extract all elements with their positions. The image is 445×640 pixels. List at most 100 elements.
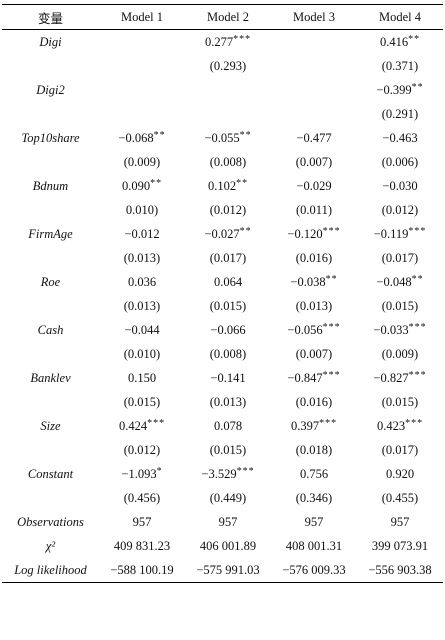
cell: (0.346): [295, 490, 333, 505]
row-label: Bdnum: [32, 178, 69, 193]
column-header: Model 4: [378, 9, 421, 24]
coefficient: −0.055: [204, 130, 240, 145]
significance: **: [239, 225, 252, 237]
cell: (0.010): [123, 346, 161, 361]
cell: (0.455): [381, 490, 419, 505]
row-label: Digi2: [36, 82, 65, 97]
coef-row: Constant −1.093* −3.529*** 0.756 0.920: [2, 462, 443, 486]
cell: −576 009.33: [282, 562, 346, 577]
cell: [185, 102, 271, 126]
significance: **: [325, 273, 338, 285]
cell: [271, 78, 357, 102]
cell: −0.048**: [357, 270, 443, 294]
coefficient: −0.068: [118, 130, 154, 145]
coef-row: Cash −0.044 −0.066 −0.056*** −0.033***: [2, 318, 443, 342]
row-label: Constant: [27, 466, 74, 481]
page: {"table":{ "header":["变量","Model 1","Mod…: [0, 4, 445, 640]
se-row: (0.010) (0.008) (0.007) (0.009): [2, 342, 443, 366]
cell: (0.009): [123, 154, 161, 169]
cell: (0.007): [295, 154, 333, 169]
coefficient: −3.529: [201, 466, 237, 481]
coefficient: −0.033: [373, 322, 409, 337]
cell: 0.920: [385, 466, 415, 481]
regression-table: 变量 Model 1 Model 2 Model 3 Model 4 Digi 0.277…: [2, 4, 443, 583]
coefficient: 0.416: [379, 34, 409, 49]
cell: 0.036: [127, 274, 157, 289]
cell: 0.102**: [185, 174, 271, 198]
cell: (0.017): [381, 250, 419, 265]
cell: (0.291): [381, 106, 419, 121]
significance: ***: [322, 321, 341, 333]
cell: −0.056***: [271, 318, 357, 342]
row-label: [2, 486, 99, 510]
row-label: [2, 294, 99, 318]
row-label: Log likelihood: [14, 562, 87, 577]
cell: (0.015): [381, 394, 419, 409]
cell: 957: [132, 514, 152, 529]
cell: −575 991.03: [196, 562, 260, 577]
cell: 0.416**: [357, 30, 443, 55]
coefficient: 0.090: [121, 178, 151, 193]
cell: −0.119***: [357, 222, 443, 246]
cell: 957: [218, 514, 238, 529]
cell: −0.120***: [271, 222, 357, 246]
significance: ***: [408, 369, 427, 381]
coef-row: FirmAge −0.012 −0.027** −0.120*** −0.119***: [2, 222, 443, 246]
significance: ***: [408, 225, 427, 237]
coefficient: −0.038: [290, 274, 326, 289]
cell: (0.013): [209, 394, 247, 409]
coefficient: −0.827: [373, 370, 409, 385]
coefficient: −0.048: [376, 274, 412, 289]
cell: −0.399**: [357, 78, 443, 102]
cell: (0.011): [296, 202, 332, 217]
cell: −0.029: [296, 178, 332, 193]
cell: (0.015): [123, 394, 161, 409]
se-row: (0.013) (0.015) (0.013) (0.015): [2, 294, 443, 318]
cell: (0.012): [209, 202, 247, 217]
coef-row: Size 0.424*** 0.078 0.397*** 0.423***: [2, 414, 443, 438]
cell: (0.293): [209, 58, 247, 73]
cell: (0.016): [295, 250, 333, 265]
cell: −0.068**: [99, 126, 185, 150]
row-label: [2, 102, 99, 126]
row-label: Roe: [40, 274, 61, 289]
row-label: [2, 150, 99, 174]
cell: 406 001.89: [199, 538, 257, 553]
cell: [99, 54, 185, 78]
cell: 0.010): [125, 202, 159, 217]
se-row: (0.009) (0.008) (0.007) (0.006): [2, 150, 443, 174]
cell: −0.066: [210, 322, 246, 337]
row-label: [2, 438, 99, 462]
header-row: 变量 Model 1 Model 2 Model 3 Model 4: [2, 4, 443, 30]
se-row: 0.010) (0.012) (0.011) (0.012): [2, 198, 443, 222]
coefficient: 0.397: [290, 418, 320, 433]
cell: (0.456): [123, 490, 161, 505]
se-row: (0.293) (0.371): [2, 54, 443, 78]
significance: ***: [405, 417, 424, 429]
cell: −588 100.19: [110, 562, 174, 577]
variable-header: 变量: [37, 11, 63, 26]
coef-row: Bdnum 0.090** 0.102** −0.029 −0.030: [2, 174, 443, 198]
stat-row: χ² 409 831.23 406 001.89 408 001.31 399 073.…: [2, 534, 443, 558]
cell: −0.044: [124, 322, 160, 337]
significance: ***: [408, 321, 427, 333]
cell: 957: [390, 514, 410, 529]
cell: [99, 102, 185, 126]
cell: 0.424***: [99, 414, 185, 438]
significance: **: [239, 129, 252, 141]
cell: 0.756: [299, 466, 329, 481]
cell: 0.150: [127, 370, 157, 385]
se-row: (0.013) (0.017) (0.016) (0.017): [2, 246, 443, 270]
cell: (0.017): [381, 442, 419, 457]
significance: ***: [233, 33, 252, 45]
cell: 408 001.31: [285, 538, 343, 553]
cell: [185, 78, 271, 102]
coefficient: −0.056: [287, 322, 323, 337]
cell: (0.015): [209, 298, 247, 313]
row-label: [2, 342, 99, 366]
cell: (0.018): [295, 442, 333, 457]
coef-row: Top10share −0.068** −0.055** −0.477 −0.463: [2, 126, 443, 150]
cell: (0.012): [123, 442, 161, 457]
row-label: [2, 246, 99, 270]
cell: −0.027**: [185, 222, 271, 246]
